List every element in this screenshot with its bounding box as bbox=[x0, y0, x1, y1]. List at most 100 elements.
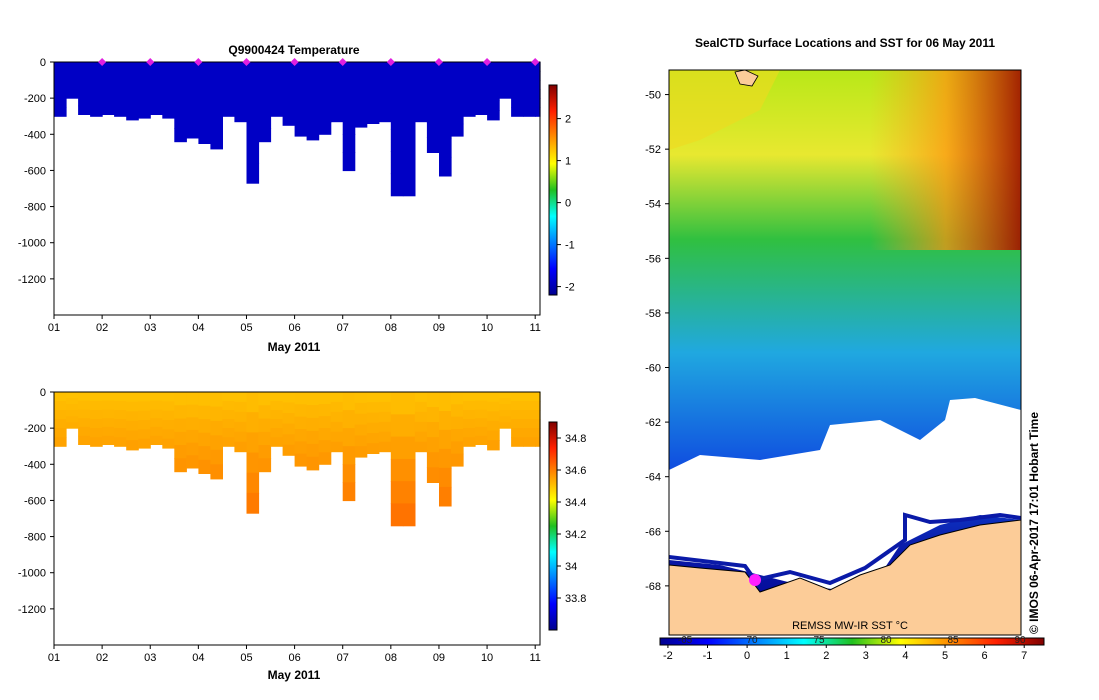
profile-cell bbox=[246, 82, 260, 103]
profile-cell bbox=[414, 411, 428, 423]
profile-cell bbox=[102, 62, 115, 72]
profile-cell bbox=[186, 87, 199, 101]
sst-map-panel: -50 -52 -54 -56 -58 -60 -62 -64 -66 -68 -2 -1 0 1 2 3 4 5… bbox=[645, 69, 1045, 662]
map-colorbar-secondary-label: 80 bbox=[880, 635, 892, 646]
profile-cell bbox=[198, 432, 211, 447]
profile-cell bbox=[306, 405, 320, 419]
profile-cell bbox=[54, 419, 67, 429]
profile-cell bbox=[487, 62, 500, 73]
map-lat-label: -50 bbox=[645, 90, 661, 102]
profile-cell bbox=[270, 428, 284, 438]
profile-cell bbox=[402, 481, 416, 505]
map-lat-label: -66 bbox=[645, 526, 661, 538]
profile-cell bbox=[511, 419, 524, 429]
profile-cell bbox=[318, 452, 332, 465]
profile-cell bbox=[198, 392, 211, 407]
profile-cell bbox=[234, 111, 247, 123]
profile-cell bbox=[294, 86, 308, 100]
y-tick-label: -1200 bbox=[18, 604, 46, 616]
profile-cell bbox=[463, 71, 476, 81]
profile-cell bbox=[126, 110, 139, 121]
profile-cell bbox=[210, 449, 223, 465]
profile-cell bbox=[366, 433, 380, 444]
profile-cell bbox=[150, 96, 163, 107]
colorbar-tick-label: 33.8 bbox=[565, 593, 586, 605]
map-lat-label: -64 bbox=[645, 472, 661, 484]
profile-cell bbox=[342, 482, 356, 502]
profile-cell bbox=[246, 62, 260, 83]
profile-cell bbox=[451, 453, 464, 467]
colorbar-tick-label: -1 bbox=[565, 240, 575, 252]
profile-cell bbox=[234, 392, 247, 403]
profile-cell bbox=[487, 100, 500, 111]
x-tick-label: 03 bbox=[144, 652, 156, 664]
profile-cell bbox=[318, 392, 332, 405]
profile-cell bbox=[222, 437, 235, 447]
profile-cell bbox=[78, 70, 91, 80]
profile-cell bbox=[342, 152, 356, 172]
profile-cell bbox=[487, 411, 500, 422]
profile-cell bbox=[150, 79, 163, 89]
profile-cell bbox=[390, 458, 404, 482]
profile-cell bbox=[523, 107, 536, 117]
profile-cell bbox=[54, 392, 67, 402]
profile-cell bbox=[439, 467, 452, 488]
profile-cell bbox=[294, 453, 308, 467]
profile-cell bbox=[222, 392, 235, 402]
profile-cell bbox=[475, 88, 488, 98]
profile-cell bbox=[198, 116, 211, 131]
profile-cell bbox=[246, 102, 260, 124]
profile-cell bbox=[294, 416, 308, 430]
map-lat-label: -62 bbox=[645, 417, 661, 429]
profile-cell bbox=[390, 481, 404, 505]
profile-cell bbox=[426, 452, 440, 468]
map-colorbar-tick-label: -2 bbox=[663, 650, 673, 662]
profile-cell bbox=[306, 443, 320, 458]
profile-cell bbox=[463, 80, 476, 90]
profile-cell bbox=[354, 116, 368, 128]
profile-cell bbox=[402, 458, 416, 482]
profile-cell bbox=[282, 104, 296, 116]
profile-cell bbox=[439, 62, 452, 82]
profile-cell bbox=[535, 89, 541, 99]
profile-cell bbox=[102, 96, 115, 107]
profile-cell bbox=[414, 392, 428, 403]
profile-cell bbox=[426, 422, 440, 438]
y-tick-label: -200 bbox=[24, 423, 46, 435]
profile-cell bbox=[487, 401, 500, 412]
profile-cell bbox=[150, 392, 163, 402]
profile-cell bbox=[499, 410, 512, 417]
profile-cell bbox=[174, 128, 187, 143]
profile-cell bbox=[318, 86, 332, 99]
profile-cell bbox=[114, 428, 127, 438]
profile-cell bbox=[162, 420, 175, 430]
x-tick-label: 03 bbox=[144, 322, 156, 334]
profile-cell bbox=[162, 90, 175, 100]
profile-cell bbox=[330, 62, 344, 73]
profile-cell bbox=[54, 401, 67, 411]
profile-cell bbox=[426, 92, 440, 108]
profile-cell bbox=[306, 417, 320, 432]
profile-cell bbox=[270, 419, 284, 429]
profile-cell bbox=[78, 426, 91, 437]
map-colorbar-tick-label: 6 bbox=[982, 650, 988, 662]
profile-cell bbox=[234, 431, 247, 443]
y-tick-label: -800 bbox=[24, 532, 46, 544]
profile-cell bbox=[306, 113, 320, 128]
profile-cell bbox=[451, 86, 464, 100]
profile-cell bbox=[54, 71, 67, 81]
profile-cell bbox=[258, 101, 272, 116]
profile-cell bbox=[523, 410, 536, 420]
x-tick-label: 04 bbox=[192, 322, 204, 334]
profile-cell bbox=[511, 107, 524, 117]
profile-cell bbox=[102, 400, 115, 410]
bottom-panel-xlabel: May 2011 bbox=[268, 668, 321, 682]
profile-cell bbox=[342, 392, 356, 411]
profile-cell bbox=[451, 392, 464, 405]
profile-cell bbox=[222, 98, 235, 108]
profile-cell bbox=[210, 134, 223, 150]
map-colorbar-tick-label: 2 bbox=[823, 650, 829, 662]
warm-water-region bbox=[870, 70, 1021, 250]
map-colorbar-tick-label: 1 bbox=[784, 650, 790, 662]
